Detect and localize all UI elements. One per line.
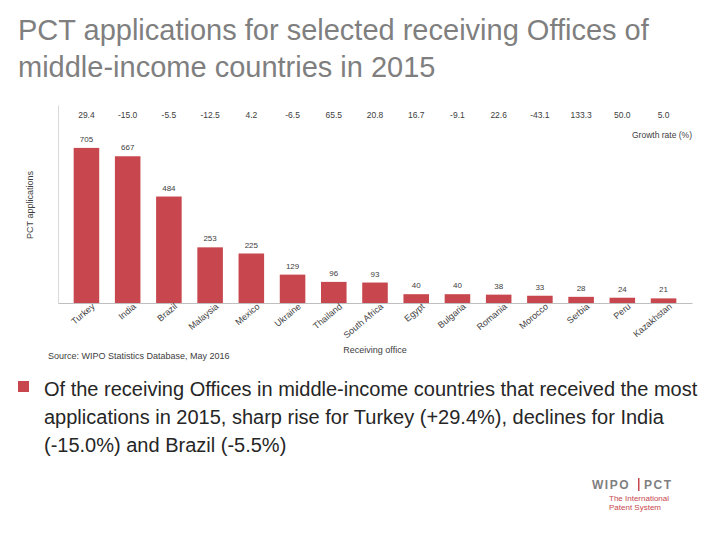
growth-rate-label: -43.1: [530, 110, 550, 120]
bars: [74, 148, 677, 303]
x-tick-label: Mexico: [233, 301, 261, 327]
x-tick: Malaysia: [187, 301, 221, 331]
growth-rate-label: 4.2: [245, 110, 257, 120]
data-label: 484: [162, 184, 176, 193]
x-tick-label: Romania: [475, 301, 509, 332]
data-label: 93: [371, 270, 380, 279]
x-tick-label: Brazil: [155, 301, 179, 323]
x-tick: Serbia: [565, 301, 591, 325]
bar: [280, 275, 306, 303]
x-tick-label: Kazakhstan: [631, 301, 673, 339]
bar: [568, 297, 594, 303]
y-axis-title: PCT applications: [25, 171, 35, 239]
logo: WIPO PCT The InternationalPatent System: [592, 478, 673, 512]
x-tick: Bulgaria: [436, 301, 468, 330]
logo-tagline: Patent System: [609, 503, 661, 512]
chart-svg: Turkey India Brazil Malaysia Mexico Ukraine Th…: [0, 0, 720, 540]
bar: [321, 282, 347, 303]
bar: [239, 254, 265, 304]
x-tick-label: Ukraine: [273, 301, 303, 329]
x-axis-title: Receiving office: [343, 345, 406, 355]
growth-rate-label: 65.5: [326, 110, 343, 120]
bar: [445, 294, 471, 303]
growth-rate-label: -9.1: [450, 110, 465, 120]
bar: [362, 283, 388, 303]
data-labels: 705 667 484 253 225 129 96 93 40 40 38 33 28 24 21: [80, 135, 669, 294]
x-tick: Ukraine: [273, 301, 303, 329]
data-label: 38: [494, 282, 503, 291]
data-label: 40: [453, 281, 462, 290]
x-tick: Morocco: [517, 301, 550, 331]
x-axis: Turkey India Brazil Malaysia Mexico Ukraine Th…: [59, 301, 693, 340]
bar: [527, 296, 553, 303]
bar: [156, 197, 182, 303]
bullet-text: Of the receiving Offices in middle-incom…: [44, 375, 704, 459]
growth-rate-label: -15.0: [118, 110, 138, 120]
growth-rate-label: 133.3: [570, 110, 592, 120]
x-tick-label: Serbia: [565, 301, 591, 325]
bar: [610, 298, 636, 303]
data-label: 667: [121, 143, 135, 152]
bar: [197, 247, 223, 303]
growth-rate-label: 50.0: [614, 110, 631, 120]
x-tick-label: Bulgaria: [436, 301, 468, 330]
growth-rate-label: -12.5: [200, 110, 220, 120]
data-label: 33: [535, 283, 544, 292]
data-label: 253: [203, 234, 217, 243]
growth-rate-label: -5.5: [162, 110, 177, 120]
growth-rate-label: -6.5: [285, 110, 300, 120]
bar: [651, 298, 677, 303]
bullet-marker: [18, 381, 29, 392]
growth-rates: 29.4 -15.0 -5.5 -12.5 4.2 -6.5 65.5 20.8 16.7 -9.…: [78, 110, 670, 120]
x-tick-label: Peru: [612, 301, 633, 321]
x-tick: India: [117, 301, 138, 321]
x-tick: Turkey: [69, 301, 97, 326]
x-tick: Thailand: [311, 301, 344, 331]
bar: [403, 294, 429, 303]
x-tick: Kazakhstan: [631, 301, 673, 339]
growth-rate-title: Growth rate (%): [632, 130, 692, 140]
x-tick-label: South Africa: [342, 301, 386, 340]
x-tick-label: Malaysia: [187, 301, 221, 331]
data-label: 129: [286, 262, 300, 271]
x-tick: Brazil: [155, 301, 179, 323]
growth-rate-label: 16.7: [408, 110, 425, 120]
growth-rate-label: 29.4: [78, 110, 95, 120]
source: Source: WIPO Statistics Database, May 20…: [48, 351, 230, 361]
bar: [486, 295, 512, 303]
growth-rate-label: 5.0: [658, 110, 670, 120]
data-label: 40: [412, 281, 421, 290]
title: PCT applications for selected receiving …: [18, 12, 708, 86]
x-tick: South Africa: [342, 301, 386, 340]
logo-organization: WIPO: [592, 478, 630, 492]
data-label: 24: [618, 285, 627, 294]
x-tick-label: Thailand: [311, 301, 344, 331]
data-label: 225: [245, 241, 259, 250]
x-tick-label: Turkey: [69, 301, 97, 326]
x-tick: Peru: [612, 301, 633, 321]
data-label: 96: [329, 269, 338, 278]
x-tick-label: Morocco: [517, 301, 550, 331]
growth-rate-label: 20.8: [367, 110, 384, 120]
y-axis-line: [58, 106, 59, 304]
data-label: 21: [659, 285, 668, 294]
data-label: 705: [80, 135, 94, 144]
y-axis: [58, 106, 59, 304]
data-label: 28: [577, 284, 586, 293]
bar: [74, 148, 100, 303]
logo-system: PCT: [644, 478, 673, 492]
x-tick: Mexico: [233, 301, 261, 327]
x-tick: Egypt: [402, 301, 426, 324]
x-tick-label: India: [117, 301, 138, 321]
growth-rate-label: 22.6: [490, 110, 507, 120]
logo-tagline: The International: [609, 494, 669, 503]
x-tick: Romania: [475, 301, 509, 332]
bar: [115, 156, 141, 303]
logo-divider: [638, 478, 640, 491]
x-tick-label: Egypt: [402, 301, 426, 324]
